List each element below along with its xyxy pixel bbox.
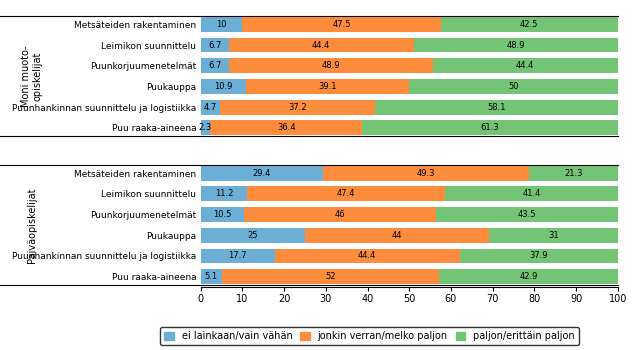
Bar bbox=[201, 187, 247, 201]
Text: Moni muoto-
opiskelijat: Moni muoto- opiskelijat bbox=[21, 45, 43, 107]
Text: 37.2: 37.2 bbox=[289, 103, 307, 112]
Text: 37.9: 37.9 bbox=[529, 252, 548, 260]
Bar bbox=[445, 187, 618, 201]
Bar bbox=[201, 269, 222, 284]
Bar bbox=[210, 120, 362, 135]
Bar bbox=[441, 17, 618, 32]
Text: 43.5: 43.5 bbox=[518, 210, 536, 219]
Bar bbox=[247, 187, 445, 201]
Bar bbox=[529, 166, 618, 181]
Text: 11.2: 11.2 bbox=[215, 189, 233, 198]
Text: 5.1: 5.1 bbox=[204, 272, 218, 281]
Text: 39.1: 39.1 bbox=[318, 82, 337, 91]
Bar bbox=[460, 248, 618, 264]
Text: 10: 10 bbox=[217, 20, 227, 29]
Text: 48.9: 48.9 bbox=[322, 61, 340, 70]
Bar bbox=[201, 207, 245, 222]
Text: 41.4: 41.4 bbox=[522, 189, 541, 198]
Text: 47.5: 47.5 bbox=[333, 20, 351, 29]
Bar bbox=[201, 120, 210, 135]
Text: 61.3: 61.3 bbox=[481, 123, 499, 132]
Text: 44.4: 44.4 bbox=[358, 252, 376, 260]
Bar bbox=[245, 207, 436, 222]
Text: 10.5: 10.5 bbox=[213, 210, 232, 219]
Text: 48.9: 48.9 bbox=[506, 41, 525, 49]
Text: 10.9: 10.9 bbox=[214, 82, 233, 91]
Bar bbox=[436, 207, 618, 222]
Text: 42.9: 42.9 bbox=[519, 272, 538, 281]
Text: 6.7: 6.7 bbox=[208, 41, 221, 49]
Bar bbox=[433, 58, 618, 73]
Text: 31: 31 bbox=[548, 231, 559, 240]
Text: 36.4: 36.4 bbox=[277, 123, 296, 132]
Text: 58.1: 58.1 bbox=[487, 103, 506, 112]
Legend: ei lainkaan/vain vähän, jonkin verran/melko paljon, paljon/erittäin paljon: ei lainkaan/vain vähän, jonkin verran/me… bbox=[161, 327, 578, 345]
Bar bbox=[220, 100, 375, 114]
Bar bbox=[229, 37, 414, 52]
Bar bbox=[201, 228, 305, 243]
Bar bbox=[201, 17, 242, 32]
Bar bbox=[201, 79, 246, 94]
Bar bbox=[246, 79, 409, 94]
Bar bbox=[305, 228, 489, 243]
Bar bbox=[242, 17, 441, 32]
Text: 4.7: 4.7 bbox=[204, 103, 217, 112]
Text: 44: 44 bbox=[392, 231, 402, 240]
Text: 50: 50 bbox=[508, 82, 519, 91]
Text: Päiväopiskelijat: Päiväopiskelijat bbox=[27, 187, 37, 263]
Bar bbox=[201, 100, 220, 114]
Text: 44.4: 44.4 bbox=[516, 61, 534, 70]
Bar bbox=[324, 166, 529, 181]
Bar bbox=[201, 166, 324, 181]
Text: 2.3: 2.3 bbox=[199, 123, 212, 132]
Text: 52: 52 bbox=[325, 272, 336, 281]
Bar bbox=[222, 269, 439, 284]
Bar bbox=[275, 248, 460, 264]
Text: 21.3: 21.3 bbox=[564, 169, 583, 178]
Text: 25: 25 bbox=[248, 231, 258, 240]
Bar bbox=[362, 120, 618, 135]
Bar bbox=[375, 100, 618, 114]
Text: 42.5: 42.5 bbox=[520, 20, 538, 29]
Text: 6.7: 6.7 bbox=[208, 61, 221, 70]
Bar bbox=[414, 37, 618, 52]
Bar bbox=[201, 248, 275, 264]
Text: 49.3: 49.3 bbox=[417, 169, 436, 178]
Text: 46: 46 bbox=[335, 210, 346, 219]
Text: 47.4: 47.4 bbox=[337, 189, 355, 198]
Bar bbox=[201, 37, 229, 52]
Text: 17.7: 17.7 bbox=[228, 252, 247, 260]
Bar bbox=[409, 79, 618, 94]
Bar bbox=[439, 269, 618, 284]
Bar bbox=[229, 58, 433, 73]
Bar bbox=[489, 228, 618, 243]
Text: 44.4: 44.4 bbox=[312, 41, 331, 49]
Text: 29.4: 29.4 bbox=[253, 169, 271, 178]
Bar bbox=[201, 58, 229, 73]
